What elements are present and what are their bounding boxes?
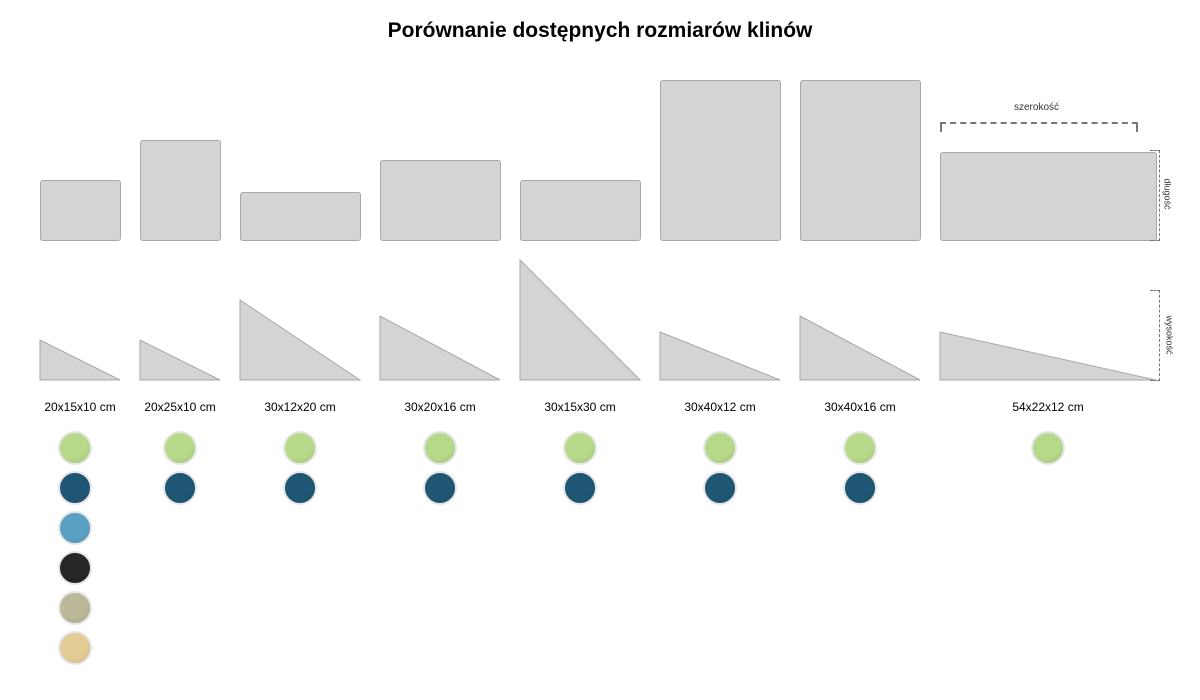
color-swatch-dark-teal (163, 471, 197, 505)
size-label: 30x20x16 cm (404, 400, 476, 414)
wedge-top-view (520, 180, 641, 241)
color-swatch-beige (58, 631, 92, 665)
width-dimension-bracket (940, 122, 1138, 132)
wedge-top-view (940, 152, 1157, 241)
color-swatch-green (1031, 431, 1065, 465)
color-swatch-green (283, 431, 317, 465)
page-title: Porównanie dostępnych rozmiarów klinów (387, 19, 813, 42)
color-swatch-dark-teal (843, 471, 877, 505)
color-swatch-dark-teal (283, 471, 317, 505)
color-swatch-dark-teal (563, 471, 597, 505)
wedge-side-view (239, 299, 362, 381)
color-swatch-dark-teal (703, 471, 737, 505)
wedge-top-view (40, 180, 121, 241)
wedge-side-view (139, 339, 221, 381)
color-swatch-green (423, 431, 457, 465)
size-label: 30x12x20 cm (264, 400, 336, 414)
color-swatch-green (58, 431, 92, 465)
color-swatch-dark-teal (58, 471, 92, 505)
color-swatch-green (163, 431, 197, 465)
size-label: 30x40x12 cm (684, 400, 756, 414)
wedge-top-view (240, 192, 361, 241)
wedge-side-view (939, 331, 1157, 381)
size-label: 30x40x16 cm (824, 400, 896, 414)
wedge-top-view (140, 140, 221, 241)
wedge-top-view (660, 80, 781, 241)
wedge-side-view (659, 331, 781, 381)
wedge-side-view (519, 258, 642, 381)
wedge-side-view (379, 315, 501, 381)
width-dimension-label: szerokość (1014, 102, 1060, 113)
wedge-top-view (380, 160, 501, 241)
size-label: 20x15x10 cm (44, 400, 116, 414)
color-swatch-taupe (58, 591, 92, 625)
size-label: 54x22x12 cm (1012, 400, 1084, 414)
wedge-side-view (799, 315, 921, 381)
wedge-top-view (800, 80, 921, 241)
length-dimension-bracket (1150, 150, 1160, 241)
color-swatch-green (843, 431, 877, 465)
color-swatch-green (563, 431, 597, 465)
size-label: 20x25x10 cm (144, 400, 216, 414)
color-swatch-green (703, 431, 737, 465)
color-swatch-dark-teal (423, 471, 457, 505)
color-swatch-light-blue (58, 511, 92, 545)
wedge-side-view (39, 339, 121, 381)
height-dimension-bracket (1150, 290, 1160, 381)
height-dimension-label: wysokość (1164, 315, 1175, 355)
color-swatch-black (58, 551, 92, 585)
length-dimension-label: długość (1162, 178, 1173, 210)
size-label: 30x15x30 cm (544, 400, 616, 414)
